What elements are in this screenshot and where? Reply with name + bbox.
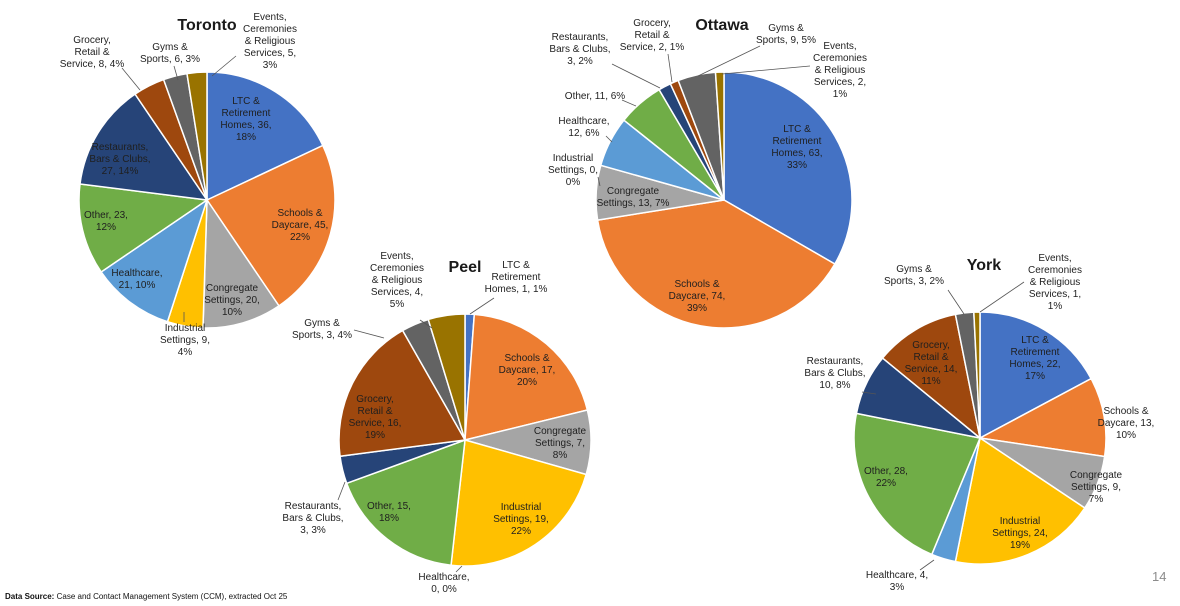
york-label-healthcare: Healthcare, 4, 3% xyxy=(866,570,928,593)
ottawa-label-events: Events, Ceremonies & Religious Services, 2,… xyxy=(813,41,867,100)
peel-leader-restaurants xyxy=(337,481,346,501)
toronto-chart-title: Toronto xyxy=(177,17,236,34)
peel-label-schools: Schools & Daycare, 17, 20% xyxy=(499,353,556,388)
toronto-pie-chart: LTC & Retirement Homes, 36, 18% Schools & Day… xyxy=(60,12,336,358)
data-source-label: Data Source: xyxy=(5,592,55,601)
york-label-schools: Schools & Daycare, 13, 10% xyxy=(1098,406,1155,441)
data-source-footnote: Data Source: Case and Contact Management… xyxy=(5,592,287,601)
peel-leader-events xyxy=(419,319,433,329)
york-chart-title: York xyxy=(967,257,1001,274)
peel-leader-gyms xyxy=(353,329,385,339)
york-leader-events xyxy=(979,281,1025,313)
toronto-slice-ltc xyxy=(206,71,324,202)
ottawa-leader-gyms xyxy=(697,45,761,77)
peel-label-restaurants: Restaurants, Bars & Clubs, 3, 3% xyxy=(282,501,343,536)
toronto-slice-schools xyxy=(205,144,336,307)
peel-label-ltc: LTC & Retirement Homes, 1, 1% xyxy=(485,260,548,295)
peel-pie-chart: LTC & Retirement Homes, 1, 1% Schools & Dayc… xyxy=(282,251,592,595)
ottawa-label-congregate: Congregate Settings, 13, 7% xyxy=(597,186,670,209)
toronto-leader-events xyxy=(211,55,237,77)
peel-label-other: Other, 15, 18% xyxy=(367,501,411,524)
ottawa-leader-restaurants xyxy=(611,63,661,89)
ottawa-label-ltc: LTC & Retirement Homes, 63, 33% xyxy=(771,124,822,171)
toronto-slice-healthcare xyxy=(100,198,209,323)
page-number: 14 xyxy=(1152,569,1167,584)
york-label-industrial: Industrial Settings, 24, 19% xyxy=(992,516,1048,551)
toronto-label-ltc: LTC & Retirement Homes, 36, 18% xyxy=(220,96,271,143)
toronto-slice-events xyxy=(186,71,208,201)
peel-label-industrial: Industrial Settings, 19, 22% xyxy=(493,502,549,537)
toronto-label-events: Events, Ceremonies & Religious Services, 5,… xyxy=(243,12,297,71)
peel-slice-industrial xyxy=(450,439,588,567)
toronto-label-gyms: Gyms & Sports, 6, 3% xyxy=(140,42,200,65)
peel-chart-title: Peel xyxy=(449,259,482,276)
york-label-events: Events, Ceremonies & Religious Services, 1,… xyxy=(1028,253,1082,312)
toronto-label-healthcare: Healthcare, 21, 10% xyxy=(111,268,162,291)
toronto-label-congregate: Congregate Settings, 20, 10% xyxy=(204,283,260,318)
peel-leader-healthcare xyxy=(455,565,463,573)
york-slice-events xyxy=(973,311,981,439)
ottawa-slice-schools xyxy=(596,199,836,329)
york-pie-chart: LTC & Retirement Homes, 22, 17% Schools & Day… xyxy=(804,253,1154,593)
ottawa-label-gyms: Gyms & Sports, 9, 5% xyxy=(756,23,816,46)
york-slice-schools xyxy=(977,377,1107,458)
peel-label-events: Events, Ceremonies & Religious Services, 4,… xyxy=(370,251,424,310)
peel-slice-grocery xyxy=(338,329,467,458)
ottawa-label-industrial: Industrial Settings, 0, 0% xyxy=(548,153,598,188)
ottawa-leader-other xyxy=(621,99,637,107)
ottawa-leader-events xyxy=(721,65,811,75)
ottawa-pie-chart: LTC & Retirement Homes, 63, 33% Schools & Day… xyxy=(548,17,867,329)
toronto-label-industrial: Industrial Settings, 9, 4% xyxy=(160,323,210,358)
peel-slice-events xyxy=(427,313,466,441)
ottawa-label-restaurants: Restaurants, Bars & Clubs, 3, 2% xyxy=(549,32,610,67)
peel-label-grocery: Grocery, Retail & Service, 16, 19% xyxy=(349,394,402,441)
york-label-grocery: Grocery, Retail & Service, 14, 11% xyxy=(905,340,958,387)
ottawa-leader-grocery xyxy=(667,53,673,83)
york-leader-healthcare xyxy=(919,559,935,571)
ottawa-slice-events xyxy=(714,71,725,201)
toronto-label-restaurants: Restaurants, Bars & Clubs, 27, 14% xyxy=(89,142,150,177)
data-source-text: Case and Contact Management System (CCM)… xyxy=(56,592,288,601)
toronto-leader-gyms xyxy=(173,65,179,81)
york-label-other: Other, 28, 22% xyxy=(864,466,908,489)
ottawa-label-other: Other, 11, 6% xyxy=(565,91,626,102)
york-label-congregate: Congregate Settings, 9, 7% xyxy=(1070,470,1123,505)
york-leader-gyms xyxy=(947,289,965,315)
ottawa-label-healthcare: Healthcare, 12, 6% xyxy=(558,116,609,139)
york-label-ltc: LTC & Retirement Homes, 22, 17% xyxy=(1009,335,1060,382)
ottawa-leader-healthcare xyxy=(605,135,613,143)
peel-slice-schools xyxy=(464,313,589,441)
peel-slice-other xyxy=(345,438,466,567)
toronto-slice-congregate xyxy=(202,197,280,329)
toronto-label-other: Other, 23, 12% xyxy=(84,210,128,233)
ottawa-chart-title: Ottawa xyxy=(695,17,748,34)
peel-leader-ltc xyxy=(469,297,495,315)
toronto-label-schools: Schools & Daycare, 45, 22% xyxy=(272,208,329,243)
ottawa-leader-industrial xyxy=(597,176,601,187)
york-slice-other xyxy=(853,412,982,556)
ottawa-label-grocery: Grocery, Retail & Service, 2, 1% xyxy=(620,18,685,53)
york-slice-industrial xyxy=(954,436,1086,565)
york-label-gyms: Gyms & Sports, 3, 2% xyxy=(884,264,944,287)
ottawa-slice-ltc xyxy=(723,71,853,266)
ottawa-label-schools: Schools & Daycare, 74, 39% xyxy=(669,279,726,314)
toronto-slice-restaurants xyxy=(79,93,209,201)
toronto-label-grocery: Grocery, Retail & Service, 8, 4% xyxy=(60,35,125,70)
york-slice-ltc xyxy=(979,311,1093,440)
york-slice-grocery xyxy=(881,313,982,440)
york-label-restaurants: Restaurants, Bars & Clubs, 10, 8% xyxy=(804,356,865,391)
toronto-leader-grocery xyxy=(121,67,141,91)
york-leader-restaurants xyxy=(861,391,877,395)
peel-label-gyms: Gyms & Sports, 3, 4% xyxy=(292,318,352,341)
peel-label-healthcare: Healthcare, 0, 0% xyxy=(418,572,469,595)
toronto-slice-other xyxy=(78,183,210,273)
peel-label-congregate: Congregate Settings, 7, 8% xyxy=(534,426,587,461)
